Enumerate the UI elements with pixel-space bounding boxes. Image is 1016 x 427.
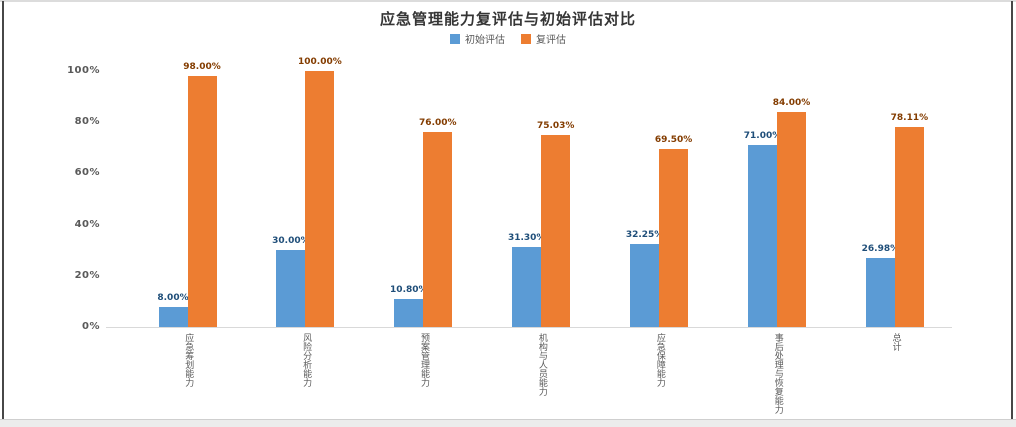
x-axis-category-label: 事后处理与恢复能力 [772, 333, 783, 414]
window-right-border [1011, 1, 1013, 419]
value-label: 10.80% [390, 285, 428, 296]
value-label: 98.00% [183, 62, 221, 73]
value-label: 26.98% [861, 243, 900, 254]
bar-series1-category6 [748, 145, 777, 327]
bar-series2-category7 [894, 127, 924, 327]
window-left-border [2, 1, 4, 419]
legend-item-initial-assessment: 初始评估 [450, 31, 505, 46]
x-axis-category-label: 应急保障能力 [654, 333, 665, 387]
value-label: 100.00% [298, 57, 342, 67]
y-axis-tick-label: 20% [74, 269, 100, 281]
value-label: 69.50% [654, 135, 693, 146]
bar-series1-category7 [865, 257, 895, 327]
bar-series2-category4 [541, 134, 571, 327]
value-label: 75.03% [536, 120, 575, 131]
bar-series2-category5 [659, 149, 689, 327]
window-bottom-bar [0, 419, 1016, 427]
value-label: 78.11% [890, 113, 929, 124]
x-axis-category-label: 机构与人员能力 [536, 333, 547, 396]
bar-series1-category3 [394, 299, 424, 327]
value-label: 71.00% [743, 131, 782, 142]
value-label: 8.00% [157, 292, 189, 303]
x-axis-category-label: 总计 [890, 333, 901, 351]
y-axis-tick-label: 40% [74, 218, 100, 230]
value-label: 30.00% [272, 236, 310, 247]
window-top-edge [0, 0, 1016, 2]
y-axis-tick-label: 80% [74, 116, 100, 128]
legend-item-re-assessment: 复评估 [521, 31, 566, 46]
legend-swatch-orange-icon [521, 33, 531, 44]
value-label: 31.30% [507, 232, 546, 243]
x-axis-category-label: 预案管理能力 [419, 333, 430, 387]
bar-series2-category3 [423, 132, 453, 327]
bar-series2-category6 [777, 111, 806, 327]
chart-legend: 初始评估 复评估 [0, 31, 1016, 46]
chart-title: 应急管理能力复评估与初始评估对比 [379, 10, 636, 28]
value-label: 84.00% [772, 97, 811, 108]
bar-series2-category2 [305, 71, 335, 327]
y-axis-tick-label: 100% [67, 64, 100, 76]
x-axis-category-label: 应急筹划能力 [183, 333, 194, 387]
value-label: 76.00% [419, 118, 457, 129]
legend-label: 初始评估 [465, 35, 505, 46]
bar-series1-category4 [512, 246, 542, 327]
bar-series1-category1 [158, 306, 188, 327]
bar-series2-category1 [187, 76, 217, 327]
legend-swatch-blue-icon [450, 33, 460, 44]
bar-series1-category2 [276, 250, 306, 327]
x-axis-line [106, 327, 952, 328]
y-axis-tick-label: 60% [74, 167, 100, 179]
bar-series1-category5 [630, 244, 660, 327]
y-axis-tick-label: 0% [82, 320, 100, 332]
x-axis-category-label: 风险分析能力 [301, 333, 312, 387]
legend-label: 复评估 [536, 35, 566, 46]
value-label: 32.25% [625, 230, 664, 241]
